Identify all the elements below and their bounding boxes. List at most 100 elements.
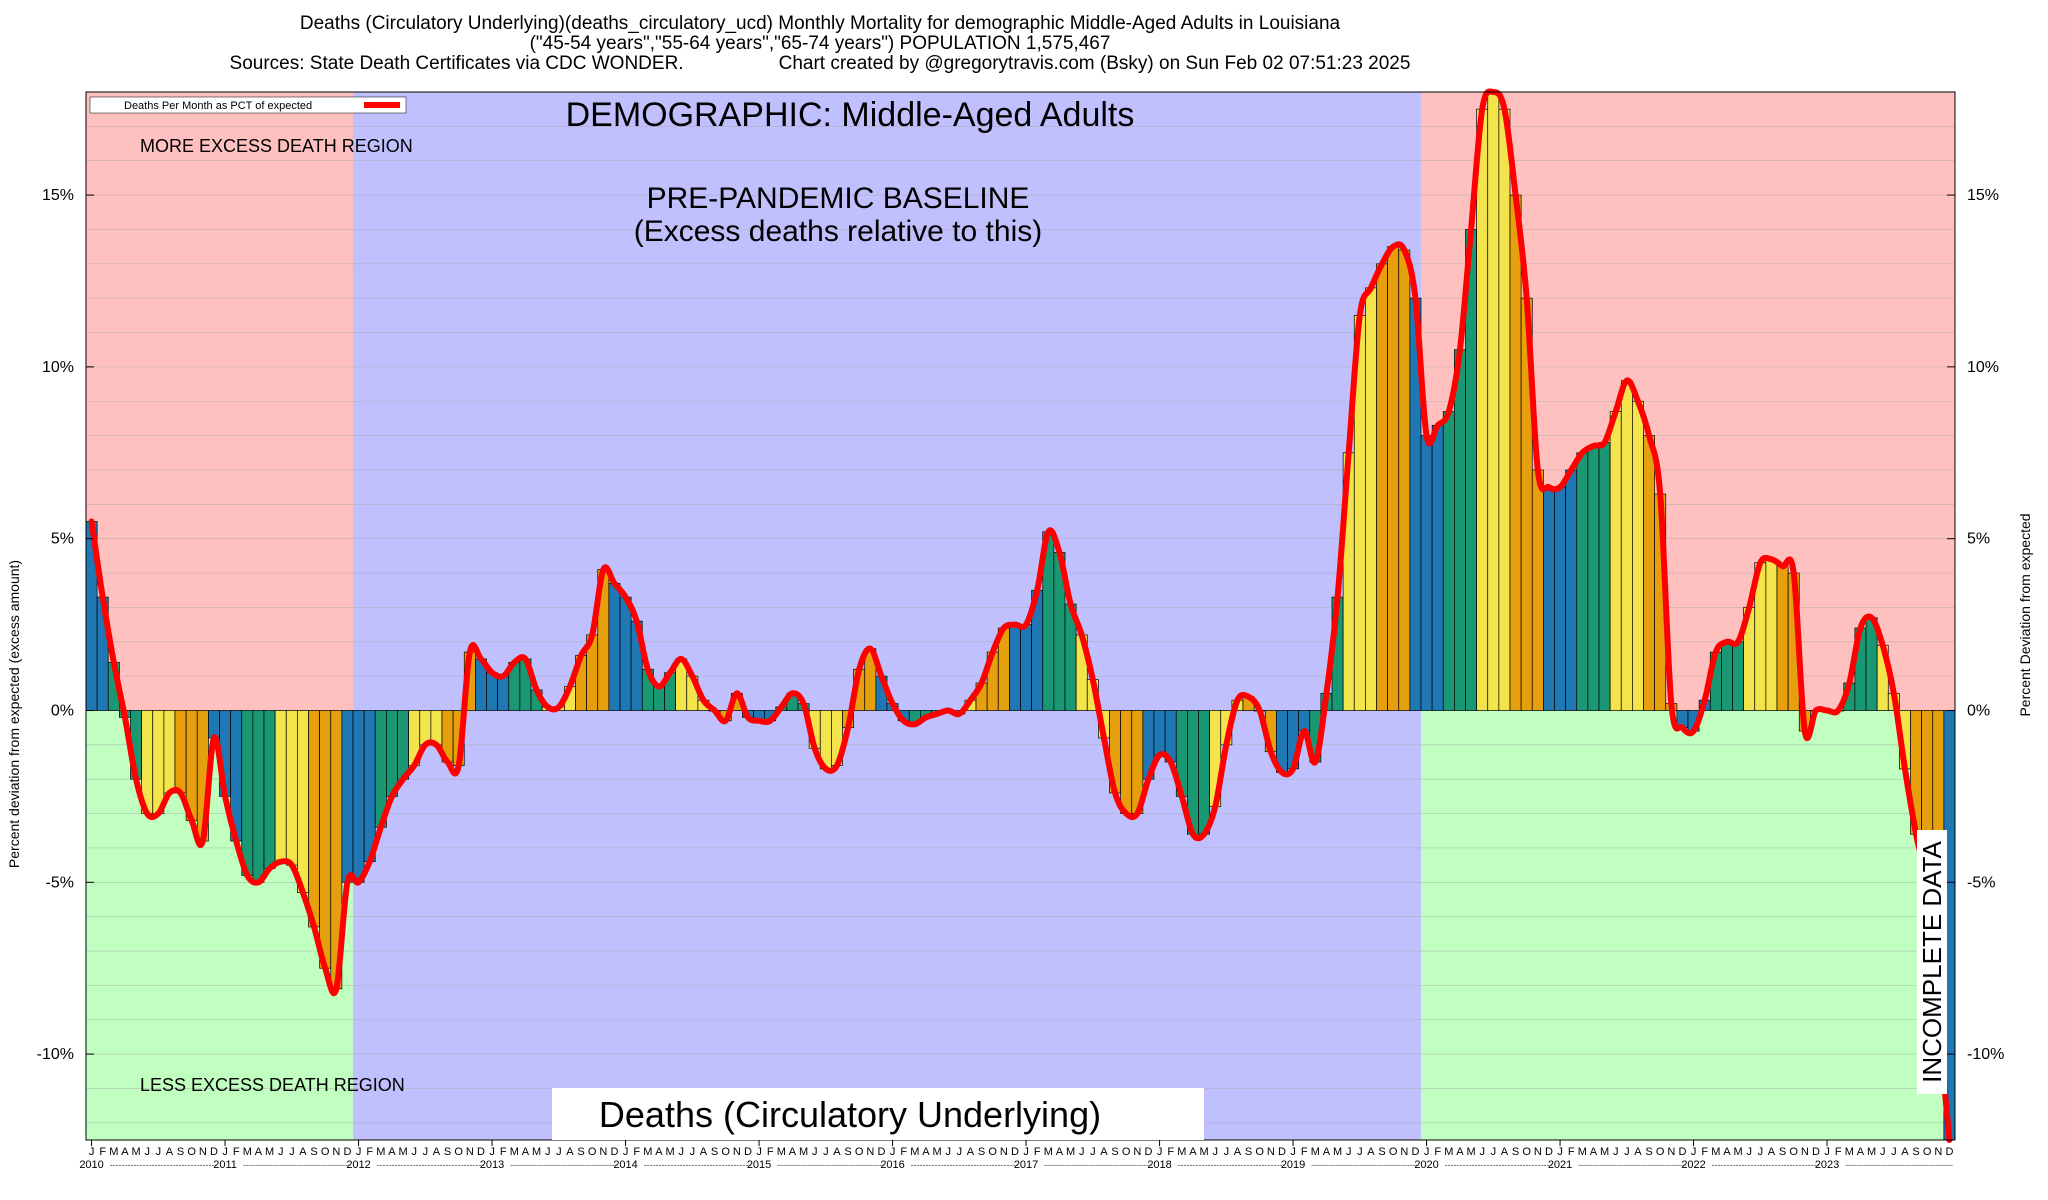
x-tick-label-month: D (1411, 1146, 1419, 1158)
x-tick-label-month: J (1691, 1146, 1697, 1158)
chart-source-line: Sources: State Death Certificates via CD… (0, 54, 1640, 74)
x-tick-label-month: F (1434, 1146, 1441, 1158)
bar (1587, 445, 1600, 711)
bar (363, 710, 376, 863)
bar (1498, 108, 1511, 711)
x-tick-label-month: J (1079, 1146, 1085, 1158)
bar (1531, 469, 1544, 711)
x-tick-label-month: F (633, 1146, 640, 1158)
x-tick-label-month: O (855, 1146, 864, 1158)
bar (241, 710, 254, 876)
x-tick-label-month: F (1034, 1146, 1041, 1158)
more-excess-region-label: MORE EXCESS DEATH REGION (140, 136, 413, 156)
chart-credit: Chart created by @gregorytravis.com (Bsk… (778, 53, 1411, 74)
legend-label: Deaths Per Month as PCT of expected (124, 100, 312, 112)
x-tick-label-month: J (1290, 1146, 1296, 1158)
x-tick-label-month: N (1801, 1146, 1809, 1158)
x-tick-label-month: F (1835, 1146, 1842, 1158)
x-tick-label-month: M (131, 1146, 140, 1158)
deviation-line-layer (88, 88, 1953, 1143)
x-tick-label-month: M (1177, 1146, 1186, 1158)
x-tick-label-month: A (833, 1146, 841, 1158)
x-tick-label-month: A (1367, 1146, 1375, 1158)
y-tick-label-left: -10% (37, 1046, 74, 1063)
bar (1565, 469, 1578, 711)
region-backgrounds (86, 92, 1955, 1140)
bar (1576, 452, 1589, 711)
x-tick-label-month: A (166, 1146, 174, 1158)
x-tick-label-month: O (721, 1146, 730, 1158)
x-tick-label-month: N (599, 1146, 607, 1158)
x-tick-label-month: J (1880, 1146, 1886, 1158)
x-tick-label-month: S (844, 1146, 851, 1158)
x-tick-label-month: J (1357, 1146, 1363, 1158)
y-tick-label-right: 10% (1967, 359, 1999, 376)
x-tick-label-month: J (690, 1146, 696, 1158)
x-tick-label-month: J (545, 1146, 551, 1158)
x-tick-label-month: A (1501, 1146, 1509, 1158)
x-tick-label-month: D (343, 1146, 351, 1158)
x-tick-label-month: A (1056, 1146, 1064, 1158)
x-tick-label-month: N (1267, 1146, 1275, 1158)
less-excess-region-label: LESS EXCESS DEATH REGION (140, 1075, 405, 1095)
x-tick-label-month: S (1245, 1146, 1252, 1158)
baseline-label-line2: (Excess deaths relative to this) (634, 215, 1043, 248)
incomplete-label-box (1917, 830, 1947, 1094)
x-tick-label-month: J (1891, 1146, 1897, 1158)
x-tick-label-month: D (610, 1146, 618, 1158)
bar (308, 710, 320, 928)
bar (274, 710, 287, 863)
bar (174, 710, 187, 794)
x-tick-label-month: M (1867, 1146, 1876, 1158)
x-tick-label-month: A (1857, 1146, 1865, 1158)
bar (1554, 486, 1566, 711)
x-tick-label-month: F (1701, 1146, 1708, 1158)
x-tick-label-month: J (957, 1146, 963, 1158)
x-tick-label-month: N (466, 1146, 474, 1158)
x-year-separator: ------------------------------------ (1445, 1160, 1553, 1170)
x-year-separator: ------------------------------------ (377, 1160, 485, 1170)
x-tick-label-month: D (1945, 1146, 1953, 1158)
chart-title-block: Deaths (Circulatory Underlying)(deaths_c… (0, 14, 1640, 74)
x-tick-label-month: J (812, 1146, 818, 1158)
x-tick-label-month: M (1600, 1146, 1609, 1158)
x-tick-label-year: 2023 (1815, 1159, 1839, 1171)
x-tick-label-month: S (1512, 1146, 1519, 1158)
x-tick-label-month: J (1090, 1146, 1096, 1158)
bar (1153, 710, 1166, 756)
x-tick-label-month: M (643, 1146, 652, 1158)
x-tick-label-month: A (655, 1146, 663, 1158)
x-tick-label-month: M (532, 1146, 541, 1158)
bar (1198, 710, 1210, 835)
bar (386, 710, 398, 797)
deviation-line (88, 88, 1953, 1143)
chart-subtitle: ("45-54 years","55-64 years","65-74 year… (529, 33, 1111, 54)
bar (263, 710, 276, 869)
x-year-separator: ------------------------------------ (510, 1160, 618, 1170)
x-tick-label-month: A (1189, 1146, 1197, 1158)
x-tick-label-year: 2014 (613, 1159, 637, 1171)
x-tick-label-year: 2011 (213, 1159, 237, 1171)
x-tick-label-month: A (1634, 1146, 1642, 1158)
bar (653, 686, 665, 711)
x-tick-label-month: S (444, 1146, 451, 1158)
bar (1387, 246, 1400, 711)
x-tick-label-month: M (109, 1146, 118, 1158)
x-tick-label-month: O (1255, 1146, 1264, 1158)
x-tick-label-month: S (1645, 1146, 1652, 1158)
x-tick-label-month: M (932, 1146, 941, 1158)
axes: 15% 15% 10% 10% 5% 5% 0% 0% -5% -5% -10% -10% 2010 --… (37, 91, 2004, 1171)
x-tick-label-month: J (945, 1146, 951, 1158)
x-tick-label-month: N (1000, 1146, 1008, 1158)
x-tick-label-month: N (199, 1146, 207, 1158)
y-tick-label-right: 0% (1967, 702, 1990, 719)
baseline-region (353, 92, 1421, 1140)
bar (1620, 380, 1633, 711)
bottom-label-box (552, 1088, 1204, 1140)
y-axis-label-left: Percent deviation from expected (excess … (6, 560, 22, 868)
x-tick-label-month: A (922, 1146, 930, 1158)
x-tick-label-month: J (756, 1146, 762, 1158)
x-tick-label-month: J (1023, 1146, 1029, 1158)
x-tick-label-month: A (522, 1146, 530, 1158)
bar (1776, 565, 1789, 711)
